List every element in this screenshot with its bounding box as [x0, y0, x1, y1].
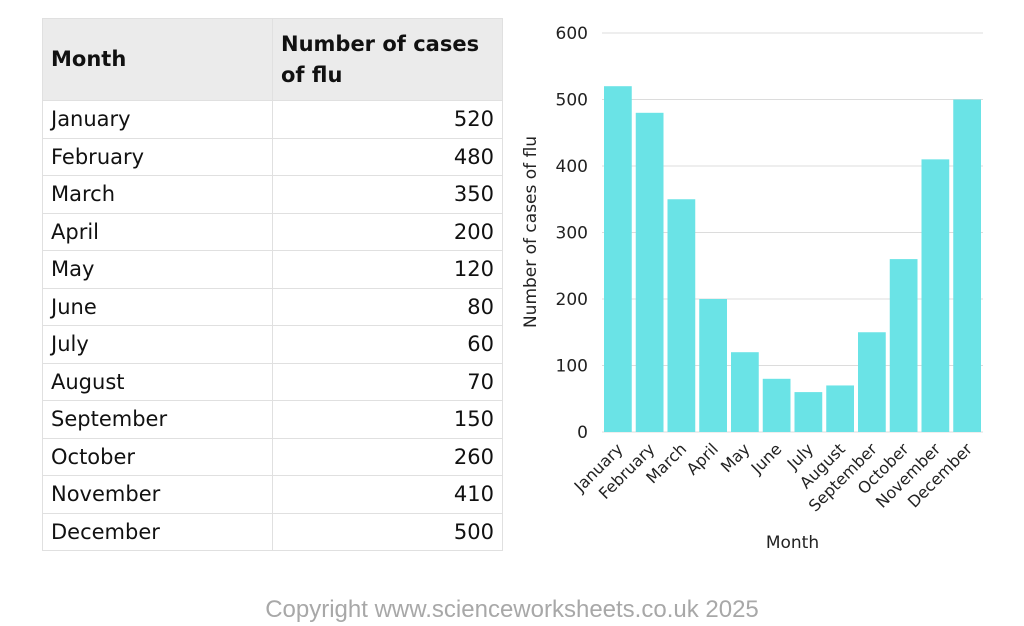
- y-tick-label: 300: [556, 224, 588, 244]
- month-cell: October: [42, 437, 273, 476]
- x-axis-label: Month: [766, 533, 819, 553]
- month-cell: July: [42, 325, 273, 364]
- cases-cell: 80: [272, 287, 503, 326]
- cases-cell: 120: [272, 250, 503, 289]
- bar: [731, 352, 759, 432]
- table-row: September 150: [42, 400, 503, 439]
- cases-cell: 200: [272, 212, 503, 251]
- bar: [635, 112, 664, 433]
- table-row: December 500: [42, 512, 503, 551]
- cases-cell: 70: [272, 362, 503, 401]
- y-tick-label: 0: [577, 423, 588, 443]
- bar: [953, 99, 981, 432]
- month-cell: May: [42, 250, 273, 289]
- month-cell: December: [42, 512, 273, 551]
- table-row: May 120: [42, 250, 503, 289]
- table-row: November 410: [42, 475, 503, 514]
- header-cases: Number of cases of flu: [272, 18, 503, 101]
- cases-cell: 520: [272, 100, 503, 139]
- bar: [667, 199, 696, 432]
- bar: [604, 86, 632, 432]
- table-row: June 80: [42, 287, 503, 326]
- table-row: April 200: [42, 212, 503, 251]
- cases-cell: 350: [272, 175, 503, 214]
- y-tick-label: 200: [556, 290, 588, 310]
- table-row: October 260: [42, 437, 503, 476]
- x-tick-label: June: [747, 439, 786, 478]
- bar: [889, 259, 918, 432]
- month-cell: March: [42, 175, 273, 214]
- month-cell: August: [42, 362, 273, 401]
- bar: [794, 392, 823, 432]
- x-tick-label: April: [683, 439, 722, 478]
- cases-cell: 60: [272, 325, 503, 364]
- month-cell: June: [42, 287, 273, 326]
- cases-cell: 260: [272, 437, 503, 476]
- y-axis-label: Number of cases of flu: [521, 136, 541, 328]
- table-row: February 480: [42, 137, 503, 176]
- y-tick-label: 100: [556, 357, 588, 377]
- month-cell: November: [42, 475, 273, 514]
- y-tick-label: 500: [556, 91, 588, 111]
- bar: [921, 159, 950, 432]
- flu-data-table: Month Number of cases of flu January 520 F…: [42, 18, 503, 551]
- copyright-footer: Copyright www.scienceworksheets.co.uk 20…: [265, 596, 759, 623]
- table-row: January 520: [42, 100, 503, 139]
- table-header-row: Month Number of cases of flu: [42, 18, 503, 101]
- month-cell: February: [42, 137, 273, 176]
- bar: [762, 378, 791, 432]
- cases-cell: 410: [272, 475, 503, 514]
- month-cell: September: [42, 400, 273, 439]
- flu-bar-chart: 0100200300400500600JanuaryFebruaryMarchA…: [521, 24, 983, 553]
- bar: [699, 299, 727, 432]
- month-cell: April: [42, 212, 273, 251]
- header-month: Month: [42, 18, 273, 101]
- x-tick-label: May: [717, 439, 754, 476]
- cases-cell: 150: [272, 400, 503, 439]
- y-tick-label: 600: [556, 24, 588, 44]
- cases-cell: 480: [272, 137, 503, 176]
- bar: [858, 332, 886, 432]
- table-row: July 60: [42, 325, 503, 364]
- table-row: March 350: [42, 175, 503, 214]
- month-cell: January: [42, 100, 273, 139]
- table-row: August 70: [42, 362, 503, 401]
- y-tick-label: 400: [556, 157, 588, 177]
- bar: [826, 385, 854, 432]
- cases-cell: 500: [272, 512, 503, 551]
